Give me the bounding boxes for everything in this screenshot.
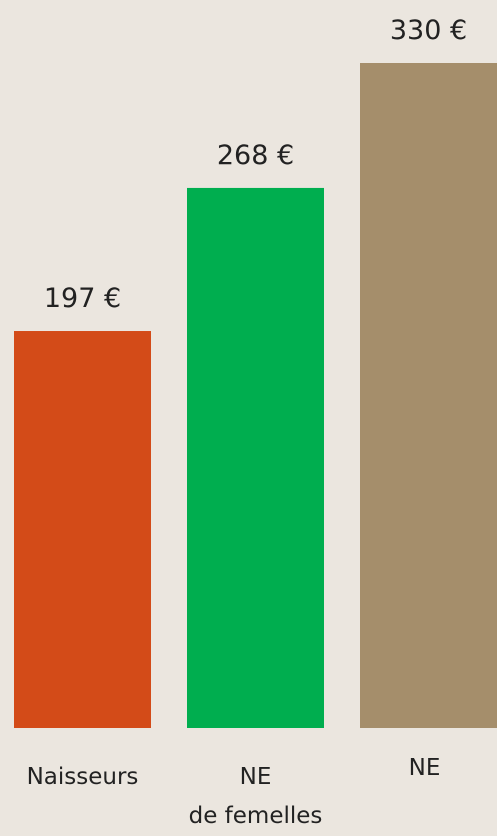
bar <box>187 187 324 728</box>
value-label: 197 € <box>44 283 121 314</box>
category-label: Naisseurs <box>27 764 139 790</box>
category-label: NE <box>409 755 441 781</box>
value-label: 268 € <box>217 140 294 171</box>
bar <box>14 331 151 728</box>
value-label: 330 € <box>390 15 467 46</box>
category-label: NE de femelles <box>189 764 323 829</box>
bar <box>360 63 497 728</box>
